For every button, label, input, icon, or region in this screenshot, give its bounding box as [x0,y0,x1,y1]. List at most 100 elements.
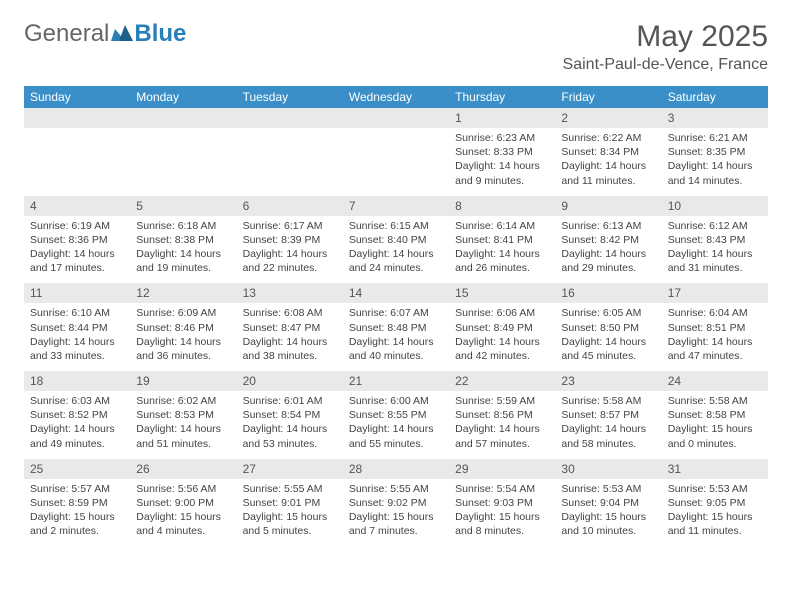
sunset-text: Sunset: 9:00 PM [136,496,230,510]
sunset-text: Sunset: 8:35 PM [668,145,762,159]
daylight-text: Daylight: 14 hours and 42 minutes. [455,335,549,363]
sunrise-text: Sunrise: 6:00 AM [349,394,443,408]
day-number: 29 [449,459,555,479]
sunrise-text: Sunrise: 5:58 AM [668,394,762,408]
day-cell: Sunrise: 5:58 AMSunset: 8:58 PMDaylight:… [662,391,768,459]
day-cell: Sunrise: 6:23 AMSunset: 8:33 PMDaylight:… [449,128,555,196]
sunset-text: Sunset: 8:39 PM [243,233,337,247]
day-number: 9 [555,196,661,216]
day-cell: Sunrise: 6:08 AMSunset: 8:47 PMDaylight:… [237,303,343,371]
daylight-text: Daylight: 14 hours and 14 minutes. [668,159,762,187]
daylight-text: Daylight: 15 hours and 0 minutes. [668,422,762,450]
sunset-text: Sunset: 8:36 PM [30,233,124,247]
day-cell: Sunrise: 5:55 AMSunset: 9:02 PMDaylight:… [343,479,449,547]
day-cell: Sunrise: 6:01 AMSunset: 8:54 PMDaylight:… [237,391,343,459]
sunrise-text: Sunrise: 6:01 AM [243,394,337,408]
day-number: 17 [662,283,768,303]
day-number-row: 25262728293031 [24,459,768,479]
day-number: 8 [449,196,555,216]
daylight-text: Daylight: 14 hours and 53 minutes. [243,422,337,450]
day-cell: Sunrise: 6:13 AMSunset: 8:42 PMDaylight:… [555,216,661,284]
daylight-text: Daylight: 14 hours and 29 minutes. [561,247,655,275]
day-cell: Sunrise: 6:15 AMSunset: 8:40 PMDaylight:… [343,216,449,284]
sunset-text: Sunset: 8:44 PM [30,321,124,335]
sunset-text: Sunset: 8:43 PM [668,233,762,247]
weekday-header: Monday [130,86,236,108]
day-cell: Sunrise: 6:07 AMSunset: 8:48 PMDaylight:… [343,303,449,371]
logo: General Blue [24,20,186,48]
day-cell: Sunrise: 5:53 AMSunset: 9:04 PMDaylight:… [555,479,661,547]
day-cell: Sunrise: 6:02 AMSunset: 8:53 PMDaylight:… [130,391,236,459]
daylight-text: Daylight: 14 hours and 11 minutes. [561,159,655,187]
sunset-text: Sunset: 8:56 PM [455,408,549,422]
sunrise-text: Sunrise: 6:04 AM [668,306,762,320]
header: General Blue May 2025 Saint-Paul-de-Venc… [24,20,768,74]
day-number: 18 [24,371,130,391]
weekday-header: Tuesday [237,86,343,108]
sunrise-text: Sunrise: 5:55 AM [243,482,337,496]
sunset-text: Sunset: 9:04 PM [561,496,655,510]
day-number: 20 [237,371,343,391]
daylight-text: Daylight: 14 hours and 26 minutes. [455,247,549,275]
day-number: 23 [555,371,661,391]
sunset-text: Sunset: 8:57 PM [561,408,655,422]
day-body-row: Sunrise: 6:10 AMSunset: 8:44 PMDaylight:… [24,303,768,371]
daylight-text: Daylight: 14 hours and 57 minutes. [455,422,549,450]
sunrise-text: Sunrise: 6:06 AM [455,306,549,320]
daylight-text: Daylight: 14 hours and 51 minutes. [136,422,230,450]
sunset-text: Sunset: 8:33 PM [455,145,549,159]
day-cell: Sunrise: 6:17 AMSunset: 8:39 PMDaylight:… [237,216,343,284]
sunrise-text: Sunrise: 6:03 AM [30,394,124,408]
day-cell: Sunrise: 5:58 AMSunset: 8:57 PMDaylight:… [555,391,661,459]
sunrise-text: Sunrise: 5:57 AM [30,482,124,496]
sunset-text: Sunset: 8:54 PM [243,408,337,422]
day-cell: Sunrise: 6:14 AMSunset: 8:41 PMDaylight:… [449,216,555,284]
weekday-header: Friday [555,86,661,108]
daylight-text: Daylight: 14 hours and 36 minutes. [136,335,230,363]
day-body-row: Sunrise: 6:03 AMSunset: 8:52 PMDaylight:… [24,391,768,459]
sunset-text: Sunset: 8:42 PM [561,233,655,247]
daylight-text: Daylight: 15 hours and 2 minutes. [30,510,124,538]
day-number [237,108,343,128]
daylight-text: Daylight: 14 hours and 47 minutes. [668,335,762,363]
day-number [343,108,449,128]
day-number-row: 123 [24,108,768,128]
day-cell: Sunrise: 6:22 AMSunset: 8:34 PMDaylight:… [555,128,661,196]
sunset-text: Sunset: 8:47 PM [243,321,337,335]
sunset-text: Sunset: 9:05 PM [668,496,762,510]
day-body-row: Sunrise: 6:23 AMSunset: 8:33 PMDaylight:… [24,128,768,196]
day-number: 22 [449,371,555,391]
sunset-text: Sunset: 8:38 PM [136,233,230,247]
day-number: 2 [555,108,661,128]
daylight-text: Daylight: 15 hours and 10 minutes. [561,510,655,538]
sunrise-text: Sunrise: 5:59 AM [455,394,549,408]
day-number: 10 [662,196,768,216]
day-number: 14 [343,283,449,303]
sunrise-text: Sunrise: 6:02 AM [136,394,230,408]
day-number: 26 [130,459,236,479]
logo-text-blue: Blue [134,20,186,48]
day-cell: Sunrise: 5:57 AMSunset: 8:59 PMDaylight:… [24,479,130,547]
day-number: 5 [130,196,236,216]
sunrise-text: Sunrise: 6:09 AM [136,306,230,320]
daylight-text: Daylight: 14 hours and 58 minutes. [561,422,655,450]
day-number: 16 [555,283,661,303]
day-cell [343,128,449,196]
day-number-row: 11121314151617 [24,283,768,303]
sunrise-text: Sunrise: 6:05 AM [561,306,655,320]
day-cell [24,128,130,196]
day-number: 25 [24,459,130,479]
sunrise-text: Sunrise: 6:08 AM [243,306,337,320]
sunset-text: Sunset: 8:41 PM [455,233,549,247]
logo-icon [111,20,133,48]
sunset-text: Sunset: 9:02 PM [349,496,443,510]
sunrise-text: Sunrise: 5:53 AM [668,482,762,496]
weekday-header: Thursday [449,86,555,108]
daylight-text: Daylight: 15 hours and 5 minutes. [243,510,337,538]
day-cell: Sunrise: 5:53 AMSunset: 9:05 PMDaylight:… [662,479,768,547]
sunrise-text: Sunrise: 6:17 AM [243,219,337,233]
day-number: 1 [449,108,555,128]
daylight-text: Daylight: 14 hours and 45 minutes. [561,335,655,363]
daylight-text: Daylight: 15 hours and 7 minutes. [349,510,443,538]
sunrise-text: Sunrise: 5:55 AM [349,482,443,496]
